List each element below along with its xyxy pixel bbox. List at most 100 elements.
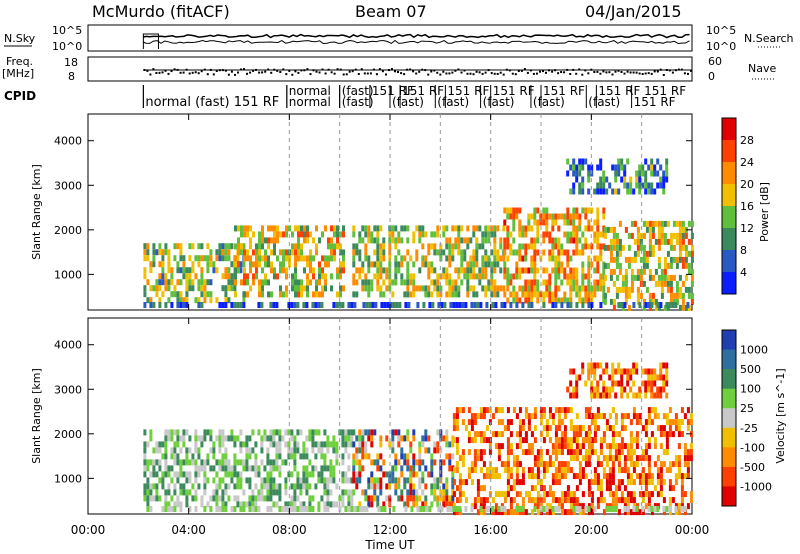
power-echo-cell	[427, 267, 431, 274]
velocity-echo-cell	[370, 441, 374, 448]
velocity-echo-cell	[341, 441, 345, 448]
power-echo-cell	[639, 238, 643, 245]
power-ground-scatter-cell	[272, 302, 276, 308]
velocity-echo-cell	[182, 435, 186, 442]
power-echo-cell	[246, 249, 249, 256]
velocity-echo-cell	[161, 441, 165, 448]
velocity-echo-cell	[686, 473, 690, 480]
power-echo-cell	[615, 262, 619, 269]
velocity-echo-cell	[500, 461, 504, 468]
power-echo-cell	[669, 262, 673, 269]
velocity-echo-cell	[448, 459, 452, 466]
velocity-echo-cell	[367, 453, 371, 460]
power-echo-cell	[654, 298, 658, 305]
velocity-echo-cell	[329, 441, 333, 448]
velocity-echo-cell	[176, 435, 180, 442]
power-echo-cell	[533, 255, 537, 262]
velocity-echo-cell	[581, 362, 585, 369]
velocity-echo-cell	[397, 477, 401, 484]
power-echo-cell	[394, 243, 398, 250]
velocity-echo-cell	[596, 386, 600, 393]
cpid-segment-label: 151 RF	[493, 84, 535, 98]
power-ytick-label: 2000	[54, 224, 82, 237]
velocity-echo-cell	[524, 437, 528, 444]
power-echo-cell	[590, 243, 594, 250]
power-echo-cell	[533, 273, 537, 280]
velocity-echo-cell	[500, 407, 504, 414]
velocity-echo-cell	[197, 447, 201, 454]
velocity-echo-cell	[236, 471, 240, 478]
power-echo-cell	[548, 255, 552, 262]
velocity-echo-cell	[173, 453, 177, 460]
power-echo-cell	[478, 267, 482, 274]
power-echo-cell	[630, 280, 634, 287]
power-echo-cell	[279, 249, 282, 256]
velocity-echo-cell	[293, 453, 297, 460]
power-echo-cell	[503, 273, 507, 280]
velocity-echo-cell	[659, 431, 663, 438]
freq-point	[261, 71, 264, 74]
velocity-echo-cell	[530, 413, 534, 420]
velocity-echo-cell	[623, 425, 627, 432]
velocity-echo-cell	[436, 495, 440, 502]
velocity-echo-cell	[641, 473, 645, 480]
velocity-echo-cell	[263, 495, 267, 502]
power-echo-cell	[515, 261, 519, 268]
velocity-echo-cell	[659, 443, 663, 450]
power-echo-cell	[684, 256, 688, 263]
velocity-echo-cell	[344, 447, 348, 454]
velocity-echo-cell	[164, 459, 168, 466]
velocity-echo-cell	[385, 471, 389, 478]
power-echo-cell	[551, 213, 555, 220]
velocity-echo-cell	[572, 497, 576, 504]
velocity-echo-cell	[391, 435, 395, 442]
velocity-echo-cell	[143, 447, 147, 454]
velocity-echo-cell	[275, 465, 279, 472]
velocity-echo-cell	[242, 465, 246, 472]
velocity-echo-cell	[641, 509, 645, 516]
velocity-echo-cell	[629, 419, 633, 426]
power-echo-cell	[367, 255, 371, 262]
velocity-echo-cell	[665, 431, 669, 438]
velocity-ground-scatter-cell	[578, 506, 582, 512]
nsearch-trace	[143, 39, 690, 45]
power-echo-cell	[451, 249, 455, 256]
power-echo-cell	[630, 220, 634, 227]
freq-point	[415, 72, 418, 75]
power-echo-cell	[475, 291, 479, 298]
power-echo-cell	[602, 279, 606, 286]
power-echo-cell	[182, 267, 186, 274]
power-echo-cell	[626, 188, 630, 195]
velocity-echo-cell	[260, 441, 264, 448]
nsky-trace	[143, 33, 690, 39]
velocity-echo-cell	[569, 509, 573, 516]
power-echo-cell	[336, 267, 339, 274]
power-echo-cell	[185, 267, 189, 274]
velocity-echo-cell	[626, 455, 630, 462]
power-echo-cell	[575, 285, 579, 292]
power-colorbar-tick: 24	[740, 156, 754, 169]
velocity-echo-cell	[560, 497, 564, 504]
power-ground-scatter-cell	[275, 302, 279, 308]
velocity-echo-cell	[332, 441, 336, 448]
power-echo-cell	[635, 182, 639, 189]
power-echo-cell	[499, 243, 503, 250]
velocity-echo-cell	[656, 425, 660, 432]
velocity-echo-cell	[424, 435, 428, 442]
velocity-echo-cell	[239, 501, 243, 508]
power-echo-cell	[521, 291, 525, 298]
velocity-echo-cell	[299, 477, 303, 484]
velocity-echo-cell	[385, 435, 389, 442]
velocity-echo-cell	[479, 455, 483, 462]
power-echo-cell	[503, 249, 507, 256]
velocity-echo-cell	[575, 425, 579, 432]
power-echo-cell	[584, 207, 588, 214]
velocity-echo-cell	[302, 477, 306, 484]
power-echo-cell	[493, 285, 497, 292]
velocity-echo-cell	[445, 495, 449, 502]
velocity-echo-cell	[602, 437, 606, 444]
velocity-echo-cell	[551, 413, 555, 420]
power-echo-cell	[578, 285, 582, 292]
velocity-echo-cell	[491, 431, 495, 438]
